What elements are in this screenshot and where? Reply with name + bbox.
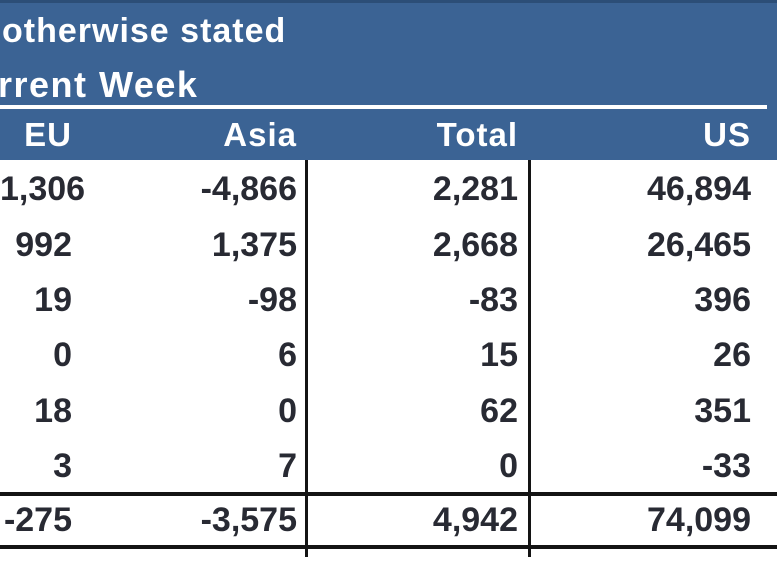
table-row: 1,306 -4,866 2,281 46,894 bbox=[0, 160, 777, 215]
table-cell: 0 bbox=[499, 446, 518, 485]
header-top-edge-line bbox=[0, 0, 777, 3]
table-row: 18 0 62 351 bbox=[0, 381, 777, 436]
column-header-eu: EU bbox=[24, 116, 72, 153]
column-header-asia: Asia bbox=[223, 116, 297, 153]
table-body: 1,306 -4,866 2,281 46,894 992 1,375 2,66… bbox=[0, 160, 777, 492]
table-row: 3 7 0 -33 bbox=[0, 437, 777, 492]
table-cell: 26,465 bbox=[647, 225, 751, 264]
table-cell: 2,668 bbox=[432, 225, 518, 264]
total-row: -275 -3,575 4,942 74,099 bbox=[0, 496, 777, 545]
table-cell: -83 bbox=[468, 280, 518, 319]
section-underline bbox=[0, 105, 767, 109]
table-cell: 0 bbox=[278, 391, 297, 430]
total-cell-total: 4,942 bbox=[432, 501, 518, 539]
table-cell: 1,306 bbox=[0, 170, 86, 209]
table-cell: 1,375 bbox=[211, 225, 297, 264]
table-cell: 46,894 bbox=[647, 170, 751, 209]
column-header-total: Total bbox=[436, 116, 518, 153]
table-cell: 18 bbox=[34, 391, 72, 430]
total-cell-us: 74,099 bbox=[647, 501, 751, 539]
table-cell: 2,281 bbox=[432, 170, 518, 209]
table-header-band: otherwise stated rrent Week EU Asia Tota… bbox=[0, 0, 777, 160]
table-cell: 62 bbox=[480, 391, 518, 430]
total-row-top-rule bbox=[0, 492, 777, 496]
table-row: 0 6 15 26 bbox=[0, 326, 777, 381]
table-row: 992 1,375 2,668 26,465 bbox=[0, 215, 777, 270]
table-bottom-rule bbox=[0, 545, 777, 549]
table-cell: 3 bbox=[53, 446, 72, 485]
total-cell-asia: -3,575 bbox=[200, 501, 297, 539]
column-divider-right-of-total bbox=[528, 160, 531, 557]
table-cell: -4,866 bbox=[200, 170, 297, 209]
column-header-us: US bbox=[703, 116, 751, 153]
table-cell: 19 bbox=[34, 280, 72, 319]
section-title-current-week: rrent Week bbox=[0, 64, 199, 105]
report-note-text: otherwise stated bbox=[2, 12, 287, 50]
column-divider-left-of-total bbox=[305, 160, 308, 557]
table-cell: 7 bbox=[278, 446, 297, 485]
table-cell: -33 bbox=[701, 446, 751, 485]
table-cell: 15 bbox=[480, 336, 518, 375]
table-cell: -98 bbox=[247, 280, 297, 319]
table-cell: 26 bbox=[713, 336, 751, 375]
column-header-row: EU Asia Total US bbox=[0, 112, 777, 158]
table-row: 19 -98 -83 396 bbox=[0, 271, 777, 326]
table-cell: 396 bbox=[694, 280, 751, 319]
table-cell: 992 bbox=[15, 225, 72, 264]
table-cell: 6 bbox=[278, 336, 297, 375]
table-cell: 0 bbox=[53, 336, 72, 375]
total-cell-eu: -275 bbox=[3, 501, 72, 539]
table-cell: 351 bbox=[694, 391, 751, 430]
